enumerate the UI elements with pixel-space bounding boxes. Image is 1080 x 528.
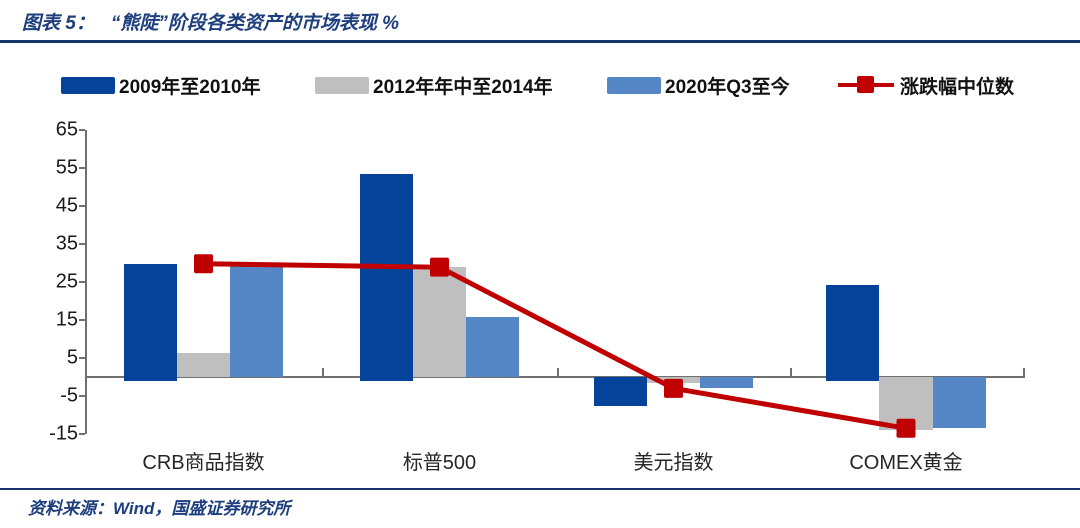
legend-swatch-icon: [61, 76, 115, 94]
x-axis-tick: [557, 368, 559, 376]
legend-label: 2012年年中至2014年: [373, 76, 553, 98]
category-label: COMEX黄金: [849, 452, 963, 474]
legend-line-marker-icon: [838, 76, 894, 94]
median-line: [203, 261, 907, 431]
legend-swatch-icon: [315, 76, 369, 94]
legend-item-3: 2020年Q3至今: [607, 74, 790, 98]
legend-label: 2020年Q3至今: [665, 76, 790, 98]
legend-item-4: 涨跌幅中位数: [838, 74, 1015, 98]
y-axis-tick-label: 15: [55, 308, 78, 331]
y-axis-tick: [79, 243, 85, 245]
y-axis-tick: [79, 319, 85, 321]
header-divider: [0, 40, 1080, 43]
x-axis-tick: [790, 368, 792, 376]
figure-number-label: 图表 5：: [22, 13, 95, 34]
y-axis-line: [85, 130, 87, 434]
bar-2020年Q3至今-CRB商品指数: [230, 263, 284, 377]
bar-2012年年中至2014年-美元指数: [646, 377, 701, 384]
bar-2009年至2010年-CRB商品指数: [123, 263, 177, 381]
y-axis-tick-label: 55: [55, 156, 78, 179]
median-marker-icon: [194, 254, 213, 274]
bar-2020年Q3至今-美元指数: [700, 377, 754, 389]
bar-2012年年中至2014年-标普500: [412, 267, 467, 377]
bar-2020年Q3至今-COMEX黄金: [932, 377, 986, 429]
legend-label: 涨跌幅中位数: [900, 76, 1015, 98]
y-axis-tick-label: -5: [60, 384, 78, 407]
y-axis-tick: [79, 281, 85, 283]
y-axis-tick-label: 25: [55, 270, 78, 293]
y-axis-tick: [79, 395, 85, 397]
x-axis-tick: [1023, 368, 1025, 376]
category-label: 标普500: [402, 452, 477, 474]
bar-2020年Q3至今-标普500: [466, 317, 520, 377]
legend-item-1: 2009年至2010年: [61, 74, 261, 98]
bar-2012年年中至2014年-CRB商品指数: [176, 353, 231, 377]
category-label: 美元指数: [633, 452, 714, 474]
legend-square-marker: [857, 76, 874, 93]
bar-2012年年中至2014年-COMEX黄金: [879, 377, 933, 431]
y-axis-tick: [79, 167, 85, 169]
figure-title: 图表 5： “熊陡”阶段各类资产的市场表现 %: [22, 8, 399, 35]
legend-item-2: 2012年年中至2014年: [315, 74, 553, 98]
y-axis-tick: [79, 357, 85, 359]
bar-2009年至2010年-COMEX黄金: [826, 285, 880, 381]
bar-2009年至2010年-美元指数: [593, 377, 647, 406]
y-axis-tick-label: -15: [49, 422, 78, 445]
category-label: CRB商品指数: [142, 452, 265, 474]
y-axis-tick: [79, 129, 85, 131]
y-axis-tick-label: 35: [55, 232, 78, 255]
x-axis-tick: [322, 368, 324, 376]
figure-title-text: “熊陡”阶段各类资产的市场表现 %: [110, 13, 400, 34]
y-axis-tick: [79, 433, 85, 435]
y-axis-tick: [79, 205, 85, 207]
bar-2009年至2010年-标普500: [359, 173, 413, 381]
y-axis-tick-label: 65: [55, 118, 78, 141]
y-axis-tick-label: 5: [66, 346, 78, 369]
data-source-note: 资料来源：Wind，国盛证券研究所: [28, 499, 291, 518]
legend-swatch-icon: [607, 76, 661, 94]
y-axis-tick-label: 45: [55, 194, 78, 217]
footer-divider: [0, 488, 1080, 490]
legend-label: 2009年至2010年: [119, 76, 261, 98]
